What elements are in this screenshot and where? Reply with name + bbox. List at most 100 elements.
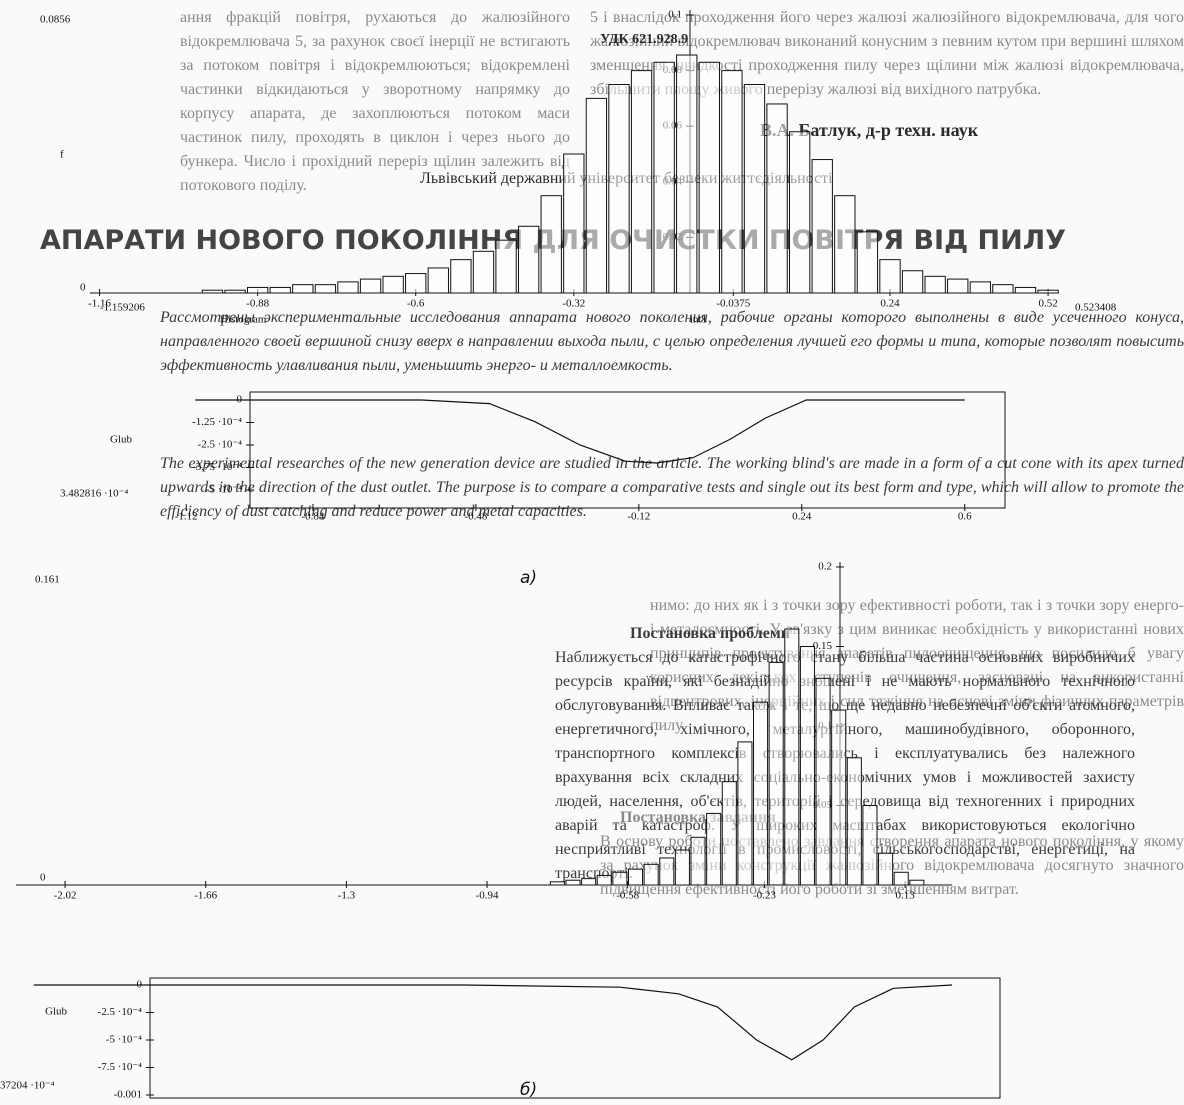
x-label: int1 bbox=[690, 314, 707, 326]
histogram-bar bbox=[969, 281, 991, 294]
section-heading: Постановка проблеми bbox=[630, 625, 790, 642]
y-label: Glub bbox=[45, 1006, 68, 1018]
histogram-bar bbox=[581, 878, 597, 886]
histogram-bar bbox=[676, 54, 698, 294]
ymax: 0.0856 bbox=[40, 14, 71, 26]
histogram-bar bbox=[612, 871, 628, 886]
x-tick-label: -0.94 bbox=[476, 890, 499, 902]
y-tick-label: 0.2 bbox=[818, 561, 832, 573]
abstract-ru: Рассмотрены экспериментальные исследован… bbox=[160, 309, 1184, 374]
histogram-bar bbox=[811, 159, 833, 294]
x-tick-label: -0.12 bbox=[627, 511, 650, 523]
x-tick-label: -0.32 bbox=[562, 298, 585, 310]
histogram-bar bbox=[706, 812, 722, 886]
ymin: 0 bbox=[40, 872, 46, 884]
plot-frame bbox=[249, 391, 1006, 509]
histogram-bar bbox=[643, 863, 659, 886]
histogram-bar bbox=[630, 70, 653, 294]
ymin: 37204 ·10⁻⁴ bbox=[0, 1080, 55, 1092]
histogram-bar bbox=[831, 709, 847, 886]
y-tick-label: -0.001 bbox=[114, 1089, 142, 1101]
y-tick-label: -5 ·10⁻⁴ bbox=[206, 484, 242, 496]
histogram-bar bbox=[1014, 286, 1037, 294]
histogram-bar bbox=[224, 289, 246, 294]
x-tick-label: -0.0375 bbox=[716, 298, 750, 310]
histogram-bar bbox=[1037, 289, 1059, 294]
x-tick-label: -1.66 bbox=[194, 890, 217, 902]
y-tick-label: 0.15 bbox=[813, 640, 833, 652]
x-tick-label: 0.13 bbox=[895, 890, 915, 902]
histogram-bar bbox=[565, 879, 581, 886]
depth-curve bbox=[33, 984, 953, 1061]
legend: Histogram bbox=[220, 314, 267, 326]
histogram-bar bbox=[563, 153, 585, 294]
x-tick-label: 0.24 bbox=[880, 298, 900, 310]
histogram-bar bbox=[924, 275, 946, 294]
histogram-bar bbox=[495, 239, 517, 294]
histogram-bar bbox=[901, 270, 924, 294]
caption: б) bbox=[520, 1080, 537, 1100]
histogram-bar bbox=[549, 881, 565, 886]
histogram-bar bbox=[698, 61, 720, 294]
y-label: Glub bbox=[110, 434, 133, 446]
histogram-bar bbox=[653, 61, 675, 294]
histogram-bar bbox=[815, 677, 831, 886]
histogram-bar bbox=[292, 284, 314, 294]
section-heading: Постановка завдання bbox=[620, 809, 776, 826]
x-tick-label: -0.88 bbox=[246, 298, 269, 310]
histogram-bar bbox=[690, 836, 706, 886]
xmax: 0.523408 bbox=[1075, 302, 1117, 314]
y-tick-label: -1.25 ·10⁻⁴ bbox=[192, 416, 242, 428]
x-tick-label: -0.84 bbox=[301, 511, 324, 523]
histogram-bar bbox=[862, 805, 878, 886]
x-tick-label: -0.6 bbox=[407, 298, 425, 310]
abstract-en: The experimental researches of the new g… bbox=[160, 455, 1184, 520]
histogram-bar bbox=[450, 259, 472, 294]
y-tick-label: -2.5 ·10⁻⁴ bbox=[198, 439, 243, 451]
histogram-bar bbox=[596, 874, 612, 886]
x-tick-label: 0.52 bbox=[1038, 298, 1057, 310]
ymin: 0 bbox=[80, 282, 86, 294]
histogram-bar bbox=[992, 284, 1014, 294]
udc: УДК 621.928.9 bbox=[600, 32, 689, 47]
histogram-bar bbox=[737, 741, 753, 886]
histogram-bar bbox=[721, 781, 737, 886]
y-label: f bbox=[60, 149, 64, 161]
histogram-bar bbox=[879, 259, 901, 294]
histogram-bar bbox=[540, 195, 562, 294]
x-tick-label: 0.6 bbox=[958, 511, 972, 523]
histogram-bar bbox=[427, 267, 449, 294]
depth-curve bbox=[195, 399, 965, 464]
x-tick-label: -0.48 bbox=[464, 511, 487, 523]
histogram-bar bbox=[269, 286, 291, 294]
x-tick-label: 0.24 bbox=[792, 511, 812, 523]
histogram-bar bbox=[947, 278, 969, 294]
histogram-bar bbox=[743, 84, 766, 294]
plot-frame bbox=[149, 977, 1001, 1099]
x-tick-label: -1.16 bbox=[88, 298, 111, 310]
histogram-bar bbox=[472, 250, 495, 294]
histogram-bar bbox=[627, 868, 644, 886]
y-tick-label: -2.5 ·10⁻⁴ bbox=[98, 1006, 143, 1018]
author: В.А. Батлук, д-р техн. наук bbox=[760, 120, 979, 140]
x-tick-label: -0.58 bbox=[616, 890, 639, 902]
histogram-bar bbox=[517, 225, 540, 294]
histogram-bar bbox=[405, 273, 427, 294]
histogram-bar bbox=[359, 278, 382, 294]
histogram-bar bbox=[674, 849, 690, 886]
y-tick-label: -7.5 ·10⁻⁴ bbox=[98, 1061, 143, 1073]
histogram-bar bbox=[788, 131, 811, 294]
x-tick-label: -1.3 bbox=[338, 890, 356, 902]
histogram-bar bbox=[585, 97, 608, 294]
histogram-bar bbox=[909, 879, 925, 886]
histogram-bar bbox=[878, 852, 894, 886]
ymax: 0.161 bbox=[35, 574, 60, 586]
ymin: 3.482816 ·10⁻⁴ bbox=[60, 488, 128, 500]
histogram-bar bbox=[799, 646, 815, 886]
histogram-bar bbox=[834, 195, 856, 294]
y-tick-label: 0.1 bbox=[668, 9, 682, 21]
xmin: -1.159206 bbox=[100, 302, 145, 314]
x-tick-label: -2.02 bbox=[54, 890, 77, 902]
right-top-text: 5 і внаслідок проходження його через жал… bbox=[590, 9, 1184, 98]
